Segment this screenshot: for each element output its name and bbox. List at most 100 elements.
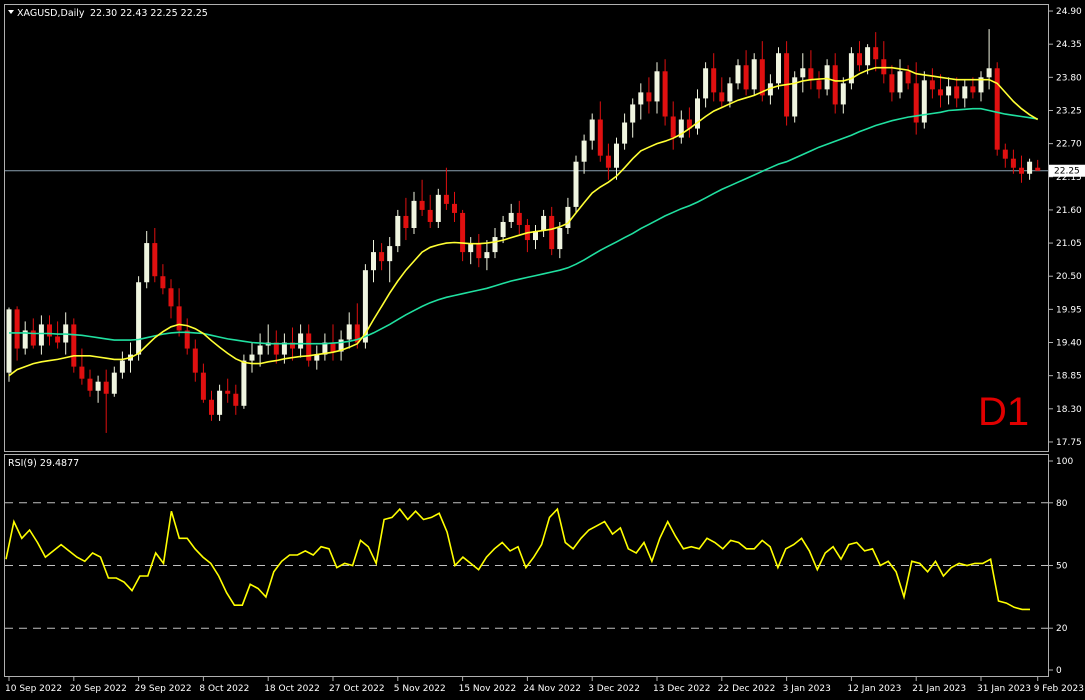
candle-body [686,119,692,129]
candle-body [87,378,93,391]
price-tick-label: 23.25 [1056,106,1082,116]
date-tick-label: 27 Oct 2022 [329,684,385,694]
candle-body [767,83,773,96]
candle-body [727,83,733,102]
symbol-label: XAGUSD,Daily [17,8,85,19]
rsi-tick-label: 0 [1056,666,1062,676]
candle-body [776,53,781,84]
candle [533,224,538,250]
candle-body [217,390,223,415]
candle [354,303,360,349]
candle-body [889,74,895,93]
candle-body [192,348,198,373]
candle [500,215,506,244]
candle [581,134,587,174]
candle [929,68,935,99]
candle-body [541,215,547,232]
candle-body [55,336,61,343]
candle-body [946,86,952,96]
candle [38,315,44,355]
candle [970,77,976,99]
candle-body [905,71,911,84]
candle-body [6,309,12,373]
candle [1019,155,1024,183]
candle-body [298,333,304,349]
candle [524,218,530,253]
candle-body [47,324,52,337]
date-tick-label: 21 Jan 2023 [912,684,966,694]
candle-body [573,161,579,207]
candle [1035,159,1041,171]
candle [678,110,684,144]
candle-body [978,77,984,93]
candle-body [735,65,741,84]
candle [346,312,352,349]
candle-body [970,86,976,93]
candle [435,188,441,228]
candle-body [346,324,352,340]
candle-body [30,330,36,346]
price-tick-label: 18.30 [1056,405,1082,415]
candle [241,354,247,409]
candle [800,53,806,93]
candle-body [808,68,814,81]
candle-body [403,215,409,228]
date-tick-label: 31 Jan 2023 [977,684,1031,694]
candle-body [622,122,628,144]
rsi-tick-label: 50 [1056,562,1068,572]
candle-body [654,71,660,102]
candle-body [832,65,838,105]
candle [419,179,425,216]
candle-body [646,92,652,102]
candle-body [549,215,555,250]
candle [962,80,968,108]
candle [638,83,644,120]
rsi-axis: 100 80 50 20 0 [1049,457,1073,676]
candle-body [435,194,441,222]
candle [403,197,409,241]
candle [735,59,741,90]
candle [557,221,563,259]
candle [298,324,304,358]
candle-body [103,381,109,394]
candle [103,369,109,433]
candle [136,276,142,361]
candle-body [1035,167,1041,171]
candle [144,231,150,289]
candle-body [379,252,385,262]
candle-body [929,80,935,90]
candle-body [371,252,376,271]
current-price-tag [1049,164,1085,177]
candle-body [865,47,871,66]
candle [322,333,328,361]
candle [565,197,571,235]
candle-body [395,215,401,247]
candle [387,237,393,283]
collapse-arrow-icon[interactable] [8,10,14,14]
candle-body [711,68,717,93]
ma-slow-line [9,107,1038,345]
date-tick-label: 13 Dec 2022 [653,684,711,694]
candle-body [751,59,757,90]
candle-body [119,360,125,373]
candle [1010,149,1016,174]
candle-body [533,231,538,241]
candle [630,98,636,138]
candle-body [662,71,668,117]
price-tick-label: 22.70 [1056,140,1082,150]
candle-body [484,252,490,259]
candle-body [338,339,344,352]
candle-body [614,143,619,168]
candle-body [986,68,992,78]
candle [938,74,943,108]
candle [452,191,457,222]
candle [395,209,401,253]
candle [508,203,514,228]
candle [824,59,830,96]
price-tick-label: 19.40 [1056,339,1082,349]
candle-body [306,333,312,361]
candle-body [759,59,765,96]
candle-body [281,342,287,355]
candle [87,369,93,397]
